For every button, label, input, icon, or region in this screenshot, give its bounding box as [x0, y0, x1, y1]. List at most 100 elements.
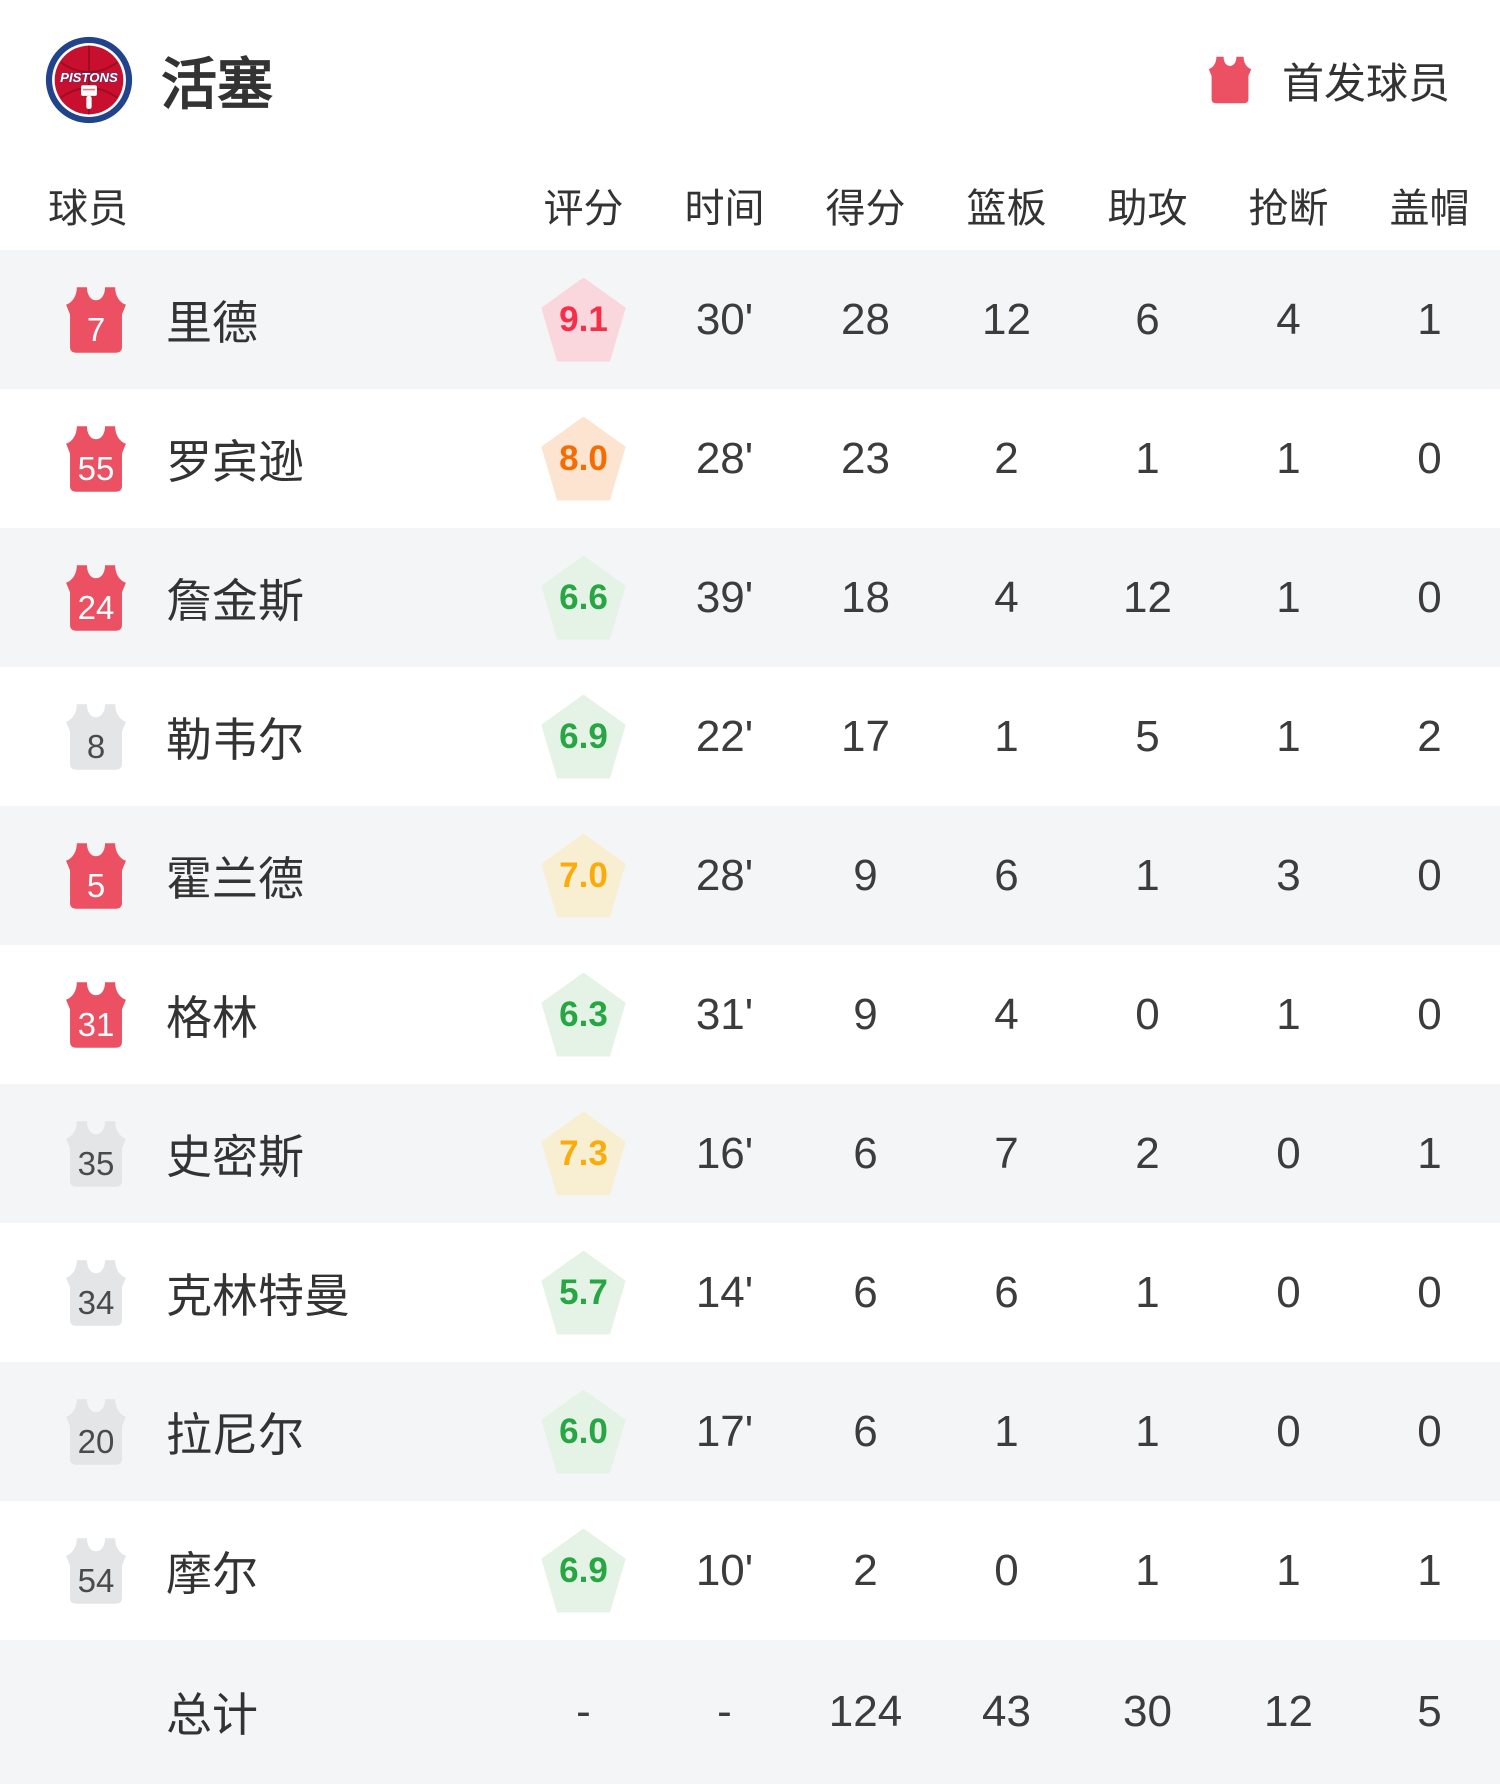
player-name: 格林 [166, 991, 258, 1044]
stat-rebounds: 7 [994, 1128, 1019, 1178]
rating-badge: 6.9 [541, 1528, 626, 1613]
total-label: 总计 [166, 1689, 258, 1741]
table-row[interactable]: 54 摩尔 6.9 10' 2 0 1 1 1 [0, 1501, 1500, 1640]
table-row[interactable]: 55 罗宾逊 8.0 28' 23 2 1 1 0 [0, 389, 1500, 528]
player-name: 霍兰德 [166, 852, 304, 905]
stat-assists: 1 [1135, 433, 1160, 483]
table-row[interactable]: 5 霍兰德 7.0 28' 9 6 1 3 0 [0, 806, 1500, 945]
table-row[interactable]: 8 勒韦尔 6.9 22' 17 1 5 1 2 [0, 667, 1500, 806]
rating-badge: 9.1 [541, 277, 626, 362]
stat-minutes: 17' [695, 1406, 754, 1456]
stat-assists: 1 [1135, 1406, 1160, 1456]
table-row[interactable]: 35 史密斯 7.3 16' 6 7 2 0 1 [0, 1084, 1500, 1223]
stat-minutes: 39' [695, 572, 754, 622]
table-row[interactable]: 20 拉尼尔 6.0 17' 6 1 1 0 0 [0, 1362, 1500, 1501]
stat-rebounds: 0 [994, 1545, 1019, 1595]
column-header-steals: 抢断 [1248, 187, 1329, 231]
jersey-icon: 7 [62, 285, 130, 355]
stat-rebounds: 6 [994, 1267, 1019, 1317]
rating-value: 6.6 [559, 577, 608, 617]
stat-blocks: 0 [1417, 989, 1442, 1039]
player-name: 史密斯 [166, 1130, 304, 1183]
stat-rebounds: 4 [994, 989, 1019, 1039]
stat-minutes: 14' [695, 1267, 754, 1317]
stat-points: 2 [853, 1545, 878, 1595]
team-name: 活塞 [161, 52, 273, 116]
rating-value: 6.0 [559, 1411, 608, 1451]
stat-rebounds: 6 [994, 850, 1019, 900]
jersey-icon: 5 [62, 841, 130, 911]
stat-blocks: 1 [1417, 294, 1442, 344]
jersey-icon: 31 [62, 980, 130, 1050]
stat-assists: 1 [1135, 1267, 1160, 1317]
table-row[interactable]: 24 詹金斯 6.6 39' 18 4 12 1 0 [0, 528, 1500, 667]
total-points: 124 [828, 1687, 903, 1736]
stat-steals: 1 [1276, 989, 1301, 1039]
stat-assists: 12 [1123, 572, 1172, 622]
jersey-number: 8 [86, 727, 106, 765]
jersey-number: 24 [77, 588, 115, 626]
rating-value: 6.9 [559, 716, 608, 756]
jersey-icon: 54 [62, 1536, 130, 1606]
total-blocks: 5 [1417, 1687, 1442, 1736]
rating-value: 6.3 [559, 994, 608, 1034]
table-row[interactable]: 31 格林 6.3 31' 9 4 0 1 0 [0, 945, 1500, 1084]
player-name: 罗宾逊 [166, 435, 304, 488]
stat-minutes: 28' [695, 850, 754, 900]
total-steals: 12 [1264, 1687, 1313, 1736]
jersey-number: 54 [77, 1561, 115, 1599]
stat-minutes: 28' [695, 433, 754, 483]
stat-blocks: 2 [1417, 711, 1442, 761]
stat-steals: 4 [1276, 294, 1301, 344]
stat-steals: 1 [1276, 433, 1301, 483]
stat-minutes: 31' [695, 989, 754, 1039]
stat-minutes: 10' [695, 1545, 754, 1595]
stat-assists: 6 [1135, 294, 1160, 344]
stat-assists: 1 [1135, 850, 1160, 900]
rating-badge: 7.3 [541, 1111, 626, 1196]
column-header-assists: 助攻 [1107, 187, 1188, 231]
stat-points: 9 [853, 989, 878, 1039]
jersey-icon: 55 [62, 424, 130, 494]
stat-rebounds: 2 [994, 433, 1019, 483]
stat-steals: 0 [1276, 1128, 1301, 1178]
table-row[interactable]: 34 克林特曼 5.7 14' 6 6 1 0 0 [0, 1223, 1500, 1362]
rating-badge: 6.6 [541, 555, 626, 640]
table-row[interactable]: 7 里德 9.1 30' 28 12 6 4 1 [0, 250, 1500, 389]
stat-points: 18 [841, 572, 890, 622]
stat-assists: 0 [1135, 989, 1160, 1039]
player-name: 勒韦尔 [166, 713, 304, 766]
rating-value: 7.3 [559, 1133, 608, 1173]
rating-value: 7.0 [559, 855, 608, 895]
rating-badge: 8.0 [541, 416, 626, 501]
stat-minutes: 16' [695, 1128, 754, 1178]
rating-badge: 7.0 [541, 833, 626, 918]
stat-minutes: 30' [695, 294, 754, 344]
player-name: 摩尔 [166, 1547, 258, 1600]
stat-blocks: 0 [1417, 850, 1442, 900]
rating-badge: 5.7 [541, 1250, 626, 1335]
jersey-number: 20 [77, 1422, 115, 1460]
player-name: 拉尼尔 [166, 1408, 304, 1461]
player-name: 克林特曼 [166, 1269, 350, 1322]
stat-rebounds: 1 [994, 711, 1019, 761]
rating-badge: 6.9 [541, 694, 626, 779]
total-assists: 30 [1123, 1687, 1172, 1736]
jersey-number: 7 [86, 310, 106, 348]
rating-badge: 6.3 [541, 972, 626, 1057]
rating-value: 9.1 [559, 299, 608, 339]
stat-blocks: 0 [1417, 1406, 1442, 1456]
column-header-rebounds: 篮板 [966, 187, 1047, 231]
stat-assists: 1 [1135, 1545, 1160, 1595]
stat-steals: 1 [1276, 1545, 1301, 1595]
stat-steals: 1 [1276, 572, 1301, 622]
jersey-icon: 24 [62, 563, 130, 633]
stat-blocks: 1 [1417, 1128, 1442, 1178]
stat-steals: 1 [1276, 711, 1301, 761]
stat-rebounds: 1 [994, 1406, 1019, 1456]
starter-legend: 首发球员 [1206, 50, 1450, 111]
table-total-row: 总计 - - 124 43 30 12 5 [0, 1640, 1500, 1784]
stat-points: 28 [841, 294, 890, 344]
stat-minutes: 22' [695, 711, 754, 761]
